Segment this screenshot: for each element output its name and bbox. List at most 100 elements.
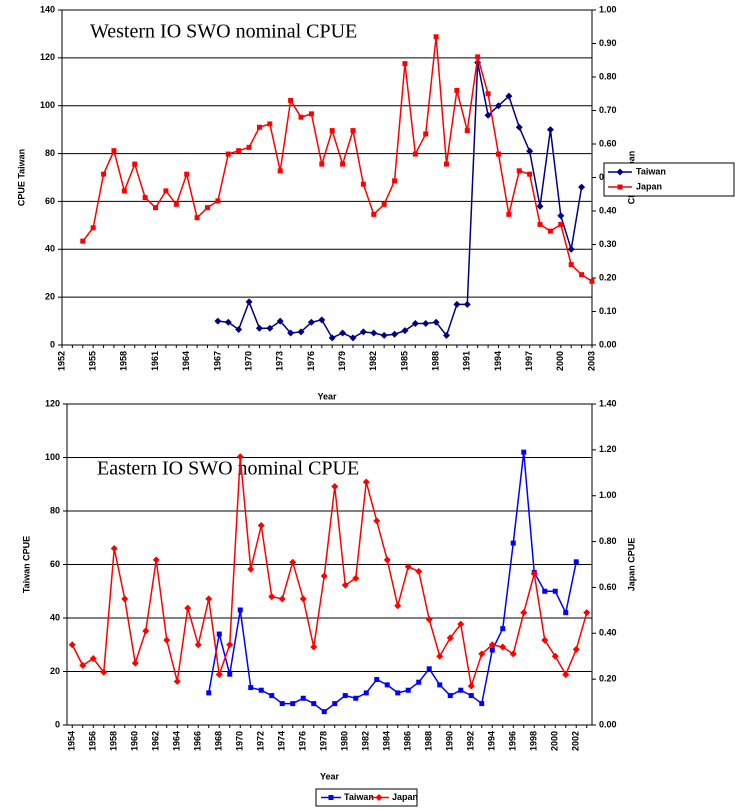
marker (307, 318, 315, 326)
x-tick-label: 1982 (361, 731, 371, 751)
x-tick-label: 2002 (571, 731, 581, 751)
marker (236, 148, 242, 154)
y-tick-label: 120 (45, 398, 60, 408)
x-tick-label: 1958 (109, 731, 119, 751)
marker (111, 148, 117, 154)
marker (194, 641, 202, 649)
marker (467, 682, 475, 690)
y-tick-label: 0 (55, 719, 60, 729)
y-tick-label: 20 (45, 292, 55, 302)
marker (546, 126, 554, 134)
y2-tick-label: 0.30 (599, 239, 617, 249)
x-tick-label: 1994 (487, 731, 497, 751)
y-tick-label: 100 (40, 100, 55, 110)
marker (562, 671, 570, 679)
y-tick-label: 80 (50, 505, 60, 515)
marker (308, 111, 314, 117)
marker (226, 641, 234, 649)
y-tick-label: 40 (45, 244, 55, 254)
x-tick-label: 2003 (586, 351, 596, 371)
marker (563, 610, 569, 616)
marker (458, 687, 464, 693)
marker (328, 795, 334, 800)
marker (495, 151, 501, 157)
legend-box (603, 162, 735, 197)
marker (425, 616, 433, 624)
marker (236, 453, 244, 461)
marker (443, 331, 451, 339)
y2-tick-label: 0.80 (599, 71, 617, 81)
marker (321, 709, 327, 715)
y2-tick-label: 0.10 (599, 306, 617, 316)
marker (394, 602, 402, 610)
marker (526, 147, 534, 155)
marker (329, 128, 335, 134)
chart-title: Eastern IO SWO nominal CPUE (97, 458, 359, 480)
marker (478, 650, 486, 658)
marker (375, 794, 383, 801)
marker (216, 631, 222, 637)
marker (224, 318, 232, 326)
y2-tick-label: 0.20 (599, 674, 617, 684)
marker (215, 198, 221, 204)
y2-tick-label: 0.40 (599, 205, 617, 215)
x-tick-label: 1956 (88, 731, 98, 751)
x-tick-label: 1976 (298, 731, 308, 751)
marker (142, 195, 148, 201)
marker (163, 636, 171, 644)
marker (277, 168, 283, 174)
marker (363, 690, 369, 696)
marker (505, 92, 513, 100)
marker (362, 478, 370, 486)
y2-tick-label: 0.70 (599, 105, 617, 115)
marker (248, 685, 254, 691)
marker (214, 317, 222, 325)
marker (464, 128, 470, 134)
marker (415, 567, 423, 575)
marker (521, 449, 527, 455)
marker (68, 641, 76, 649)
y2-tick-label: 1.00 (599, 4, 617, 14)
marker (542, 588, 548, 594)
marker (395, 690, 401, 696)
marker (404, 563, 412, 571)
marker (79, 661, 87, 669)
marker (589, 278, 595, 284)
marker (359, 328, 367, 336)
marker (499, 643, 507, 651)
y-tick-label: 40 (50, 612, 60, 622)
y2-tick-label: 0.60 (599, 138, 617, 148)
marker (246, 144, 252, 150)
marker (350, 128, 356, 134)
marker (331, 483, 339, 491)
y2-tick-label: 0.80 (599, 536, 617, 546)
legend-label: Japan (636, 181, 662, 191)
x-tick-label: 2000 (550, 731, 560, 751)
x-tick-label: 1985 (399, 351, 409, 371)
x-tick-label: 1988 (430, 351, 440, 371)
marker (463, 300, 471, 308)
legend-label: Taiwan (344, 792, 374, 802)
marker (225, 151, 231, 157)
marker (287, 329, 295, 337)
marker (568, 262, 574, 268)
marker (567, 245, 575, 253)
marker (89, 655, 97, 663)
x-tick-label: 1962 (151, 731, 161, 751)
marker (206, 690, 212, 696)
marker (245, 298, 253, 306)
marker (80, 238, 86, 244)
marker (426, 666, 432, 672)
x-tick-label: 1972 (256, 731, 266, 751)
x-tick-label: 1998 (529, 731, 539, 751)
y-tick-label: 120 (40, 52, 55, 62)
marker (341, 581, 349, 589)
x-tick-label: 1968 (214, 731, 224, 751)
marker (617, 184, 623, 190)
x-tick-label: 1960 (130, 731, 140, 751)
x-tick-label: 1970 (235, 731, 245, 751)
marker (370, 329, 378, 337)
marker (227, 671, 233, 677)
marker (204, 205, 210, 211)
